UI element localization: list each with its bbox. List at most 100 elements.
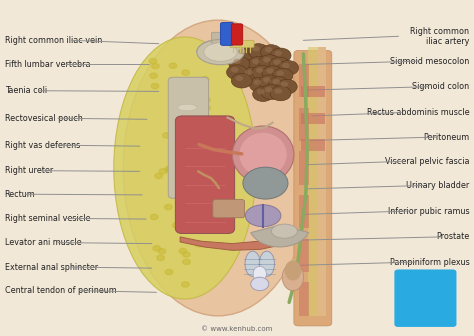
Circle shape <box>270 48 291 63</box>
Polygon shape <box>180 237 284 250</box>
Circle shape <box>238 49 246 54</box>
Circle shape <box>257 89 264 94</box>
Circle shape <box>231 73 252 88</box>
FancyBboxPatch shape <box>230 40 254 47</box>
Circle shape <box>261 45 282 59</box>
Ellipse shape <box>204 43 237 61</box>
Circle shape <box>149 58 156 64</box>
Circle shape <box>278 60 299 75</box>
Circle shape <box>236 76 243 81</box>
Text: Central tendon of perineum: Central tendon of perineum <box>5 286 117 295</box>
Circle shape <box>269 57 290 72</box>
Text: Rectus abdominis muscle: Rectus abdominis muscle <box>366 108 469 117</box>
Circle shape <box>222 50 243 65</box>
Circle shape <box>155 173 163 178</box>
Ellipse shape <box>282 264 304 291</box>
Circle shape <box>248 56 269 71</box>
Circle shape <box>262 66 283 81</box>
Circle shape <box>165 166 173 171</box>
Circle shape <box>165 269 173 275</box>
Circle shape <box>274 50 282 56</box>
Bar <box>301 86 325 97</box>
Ellipse shape <box>197 39 244 65</box>
Ellipse shape <box>178 128 197 134</box>
Circle shape <box>203 106 210 111</box>
Circle shape <box>256 68 264 73</box>
Circle shape <box>252 59 260 64</box>
Circle shape <box>241 67 262 82</box>
Circle shape <box>252 46 260 51</box>
Circle shape <box>164 204 172 210</box>
Bar <box>299 151 309 185</box>
Text: Visceral pelvic fascia: Visceral pelvic fascia <box>385 157 469 166</box>
Ellipse shape <box>246 205 281 227</box>
Ellipse shape <box>239 133 287 176</box>
Text: External anal sphincter: External anal sphincter <box>5 263 98 271</box>
FancyBboxPatch shape <box>294 50 332 326</box>
Circle shape <box>276 71 284 76</box>
Circle shape <box>268 77 289 91</box>
Circle shape <box>276 79 297 94</box>
Text: Right seminal vesicle: Right seminal vesicle <box>5 214 90 223</box>
Text: Peritoneum: Peritoneum <box>423 133 469 141</box>
Ellipse shape <box>259 251 274 276</box>
Ellipse shape <box>178 175 197 181</box>
Ellipse shape <box>271 224 298 238</box>
Bar <box>299 108 309 141</box>
Circle shape <box>201 77 209 82</box>
Circle shape <box>174 103 182 109</box>
Text: KEN
HUB: KEN HUB <box>412 287 439 309</box>
FancyBboxPatch shape <box>168 77 209 198</box>
Circle shape <box>173 222 180 228</box>
Circle shape <box>274 88 282 94</box>
Circle shape <box>252 65 273 80</box>
Text: Taenia coli: Taenia coli <box>5 86 47 95</box>
Ellipse shape <box>123 20 313 316</box>
Circle shape <box>227 65 247 80</box>
Text: Fifth lumbar vertebra: Fifth lumbar vertebra <box>5 60 90 69</box>
Circle shape <box>182 70 190 75</box>
Wedge shape <box>251 225 309 247</box>
Bar <box>318 47 326 316</box>
Ellipse shape <box>243 167 288 199</box>
Text: Inferior pubic ramus: Inferior pubic ramus <box>388 207 469 215</box>
FancyBboxPatch shape <box>231 24 243 45</box>
Circle shape <box>203 97 210 103</box>
Bar <box>299 64 309 97</box>
Circle shape <box>182 122 190 127</box>
Circle shape <box>150 214 158 220</box>
FancyBboxPatch shape <box>394 269 456 327</box>
Circle shape <box>182 252 190 257</box>
Circle shape <box>226 52 234 57</box>
Circle shape <box>245 70 253 75</box>
Ellipse shape <box>253 266 266 282</box>
Circle shape <box>259 55 280 70</box>
Circle shape <box>259 75 280 90</box>
Circle shape <box>281 82 288 87</box>
Text: Urinary bladder: Urinary bladder <box>406 181 469 190</box>
Text: Right common iliac vein: Right common iliac vein <box>5 36 102 45</box>
Ellipse shape <box>284 260 301 281</box>
Circle shape <box>179 248 187 254</box>
Text: Prostate: Prostate <box>436 233 469 241</box>
Circle shape <box>153 246 161 251</box>
Circle shape <box>159 169 167 174</box>
Text: Right common
iliac artery: Right common iliac artery <box>410 27 469 46</box>
Circle shape <box>182 282 189 287</box>
Text: Levator ani muscle: Levator ani muscle <box>5 238 82 247</box>
Circle shape <box>152 64 159 69</box>
Text: Sigmoid colon: Sigmoid colon <box>412 82 469 91</box>
Circle shape <box>261 85 282 99</box>
Circle shape <box>163 133 170 138</box>
Circle shape <box>273 79 280 84</box>
Circle shape <box>169 63 177 68</box>
Ellipse shape <box>114 37 256 299</box>
Circle shape <box>266 68 274 74</box>
Text: Right ureter: Right ureter <box>5 166 53 175</box>
Bar <box>299 239 309 272</box>
Bar <box>308 47 318 316</box>
Circle shape <box>282 63 290 68</box>
Text: Sigmoid mesocolon: Sigmoid mesocolon <box>390 57 469 66</box>
Circle shape <box>234 46 255 61</box>
Circle shape <box>233 59 241 64</box>
